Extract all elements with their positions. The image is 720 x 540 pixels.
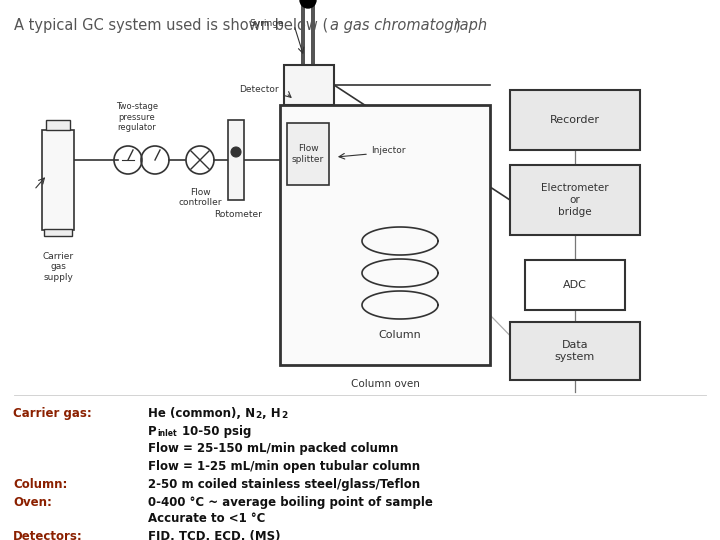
Text: Electrometer
or
bridge: Electrometer or bridge	[541, 184, 609, 217]
Text: Two-stage
pressure
regulator: Two-stage pressure regulator	[116, 102, 158, 132]
Text: 10-50 psig: 10-50 psig	[182, 425, 251, 438]
Bar	[46, 120, 70, 130]
Text: He (common), N: He (common), N	[148, 407, 255, 420]
Text: Syringe: Syringe	[249, 18, 284, 28]
Text: Oven:: Oven:	[13, 496, 52, 509]
Text: 2: 2	[255, 411, 261, 420]
Bar	[510, 165, 640, 235]
Text: Data
system: Data system	[555, 340, 595, 362]
Text: Recorder: Recorder	[550, 115, 600, 125]
Text: Detector: Detector	[239, 84, 279, 93]
Bar	[510, 90, 640, 150]
Text: Column:: Column:	[13, 478, 68, 491]
Text: A typical GC system used is shown below (: A typical GC system used is shown below …	[14, 18, 328, 33]
Text: Flow
splitter: Flow splitter	[292, 144, 324, 164]
Bar	[510, 322, 640, 380]
Text: Column oven: Column oven	[351, 379, 420, 389]
Bar	[280, 105, 490, 365]
Circle shape	[300, 0, 316, 8]
Text: Flow
controller: Flow controller	[179, 188, 222, 207]
Text: ): )	[455, 18, 461, 33]
Text: ADC: ADC	[563, 280, 587, 290]
Text: Carrier
gas
supply: Carrier gas supply	[42, 252, 73, 282]
Text: 2: 2	[281, 411, 287, 420]
Text: Rotometer: Rotometer	[214, 210, 262, 219]
Bar	[44, 229, 72, 236]
Text: Flow = 25-150 mL/min packed column: Flow = 25-150 mL/min packed column	[148, 442, 398, 455]
Text: Column: Column	[379, 330, 421, 340]
Text: 0-400 °C ~ average boiling point of sample: 0-400 °C ~ average boiling point of samp…	[148, 496, 433, 509]
Bar	[42, 130, 74, 230]
Circle shape	[231, 147, 241, 157]
Text: Flow = 1-25 mL/min open tubular column: Flow = 1-25 mL/min open tubular column	[148, 460, 420, 473]
Text: Accurate to <1 °C: Accurate to <1 °C	[148, 512, 266, 525]
Text: Detectors:: Detectors:	[13, 530, 83, 540]
Text: , H: , H	[262, 407, 281, 420]
Bar	[525, 260, 625, 310]
Bar	[284, 65, 334, 105]
Text: P: P	[148, 425, 157, 438]
Text: 2-50 m coiled stainless steel/glass/Teflon: 2-50 m coiled stainless steel/glass/Tefl…	[148, 478, 420, 491]
Text: FID, TCD, ECD, (MS): FID, TCD, ECD, (MS)	[148, 530, 281, 540]
Text: Injector: Injector	[371, 146, 405, 156]
Bar	[287, 123, 329, 185]
Text: inlet: inlet	[157, 429, 176, 438]
Text: Carrier gas:: Carrier gas:	[13, 407, 91, 420]
Bar	[228, 120, 244, 200]
Text: a gas chromatograph: a gas chromatograph	[330, 18, 487, 33]
